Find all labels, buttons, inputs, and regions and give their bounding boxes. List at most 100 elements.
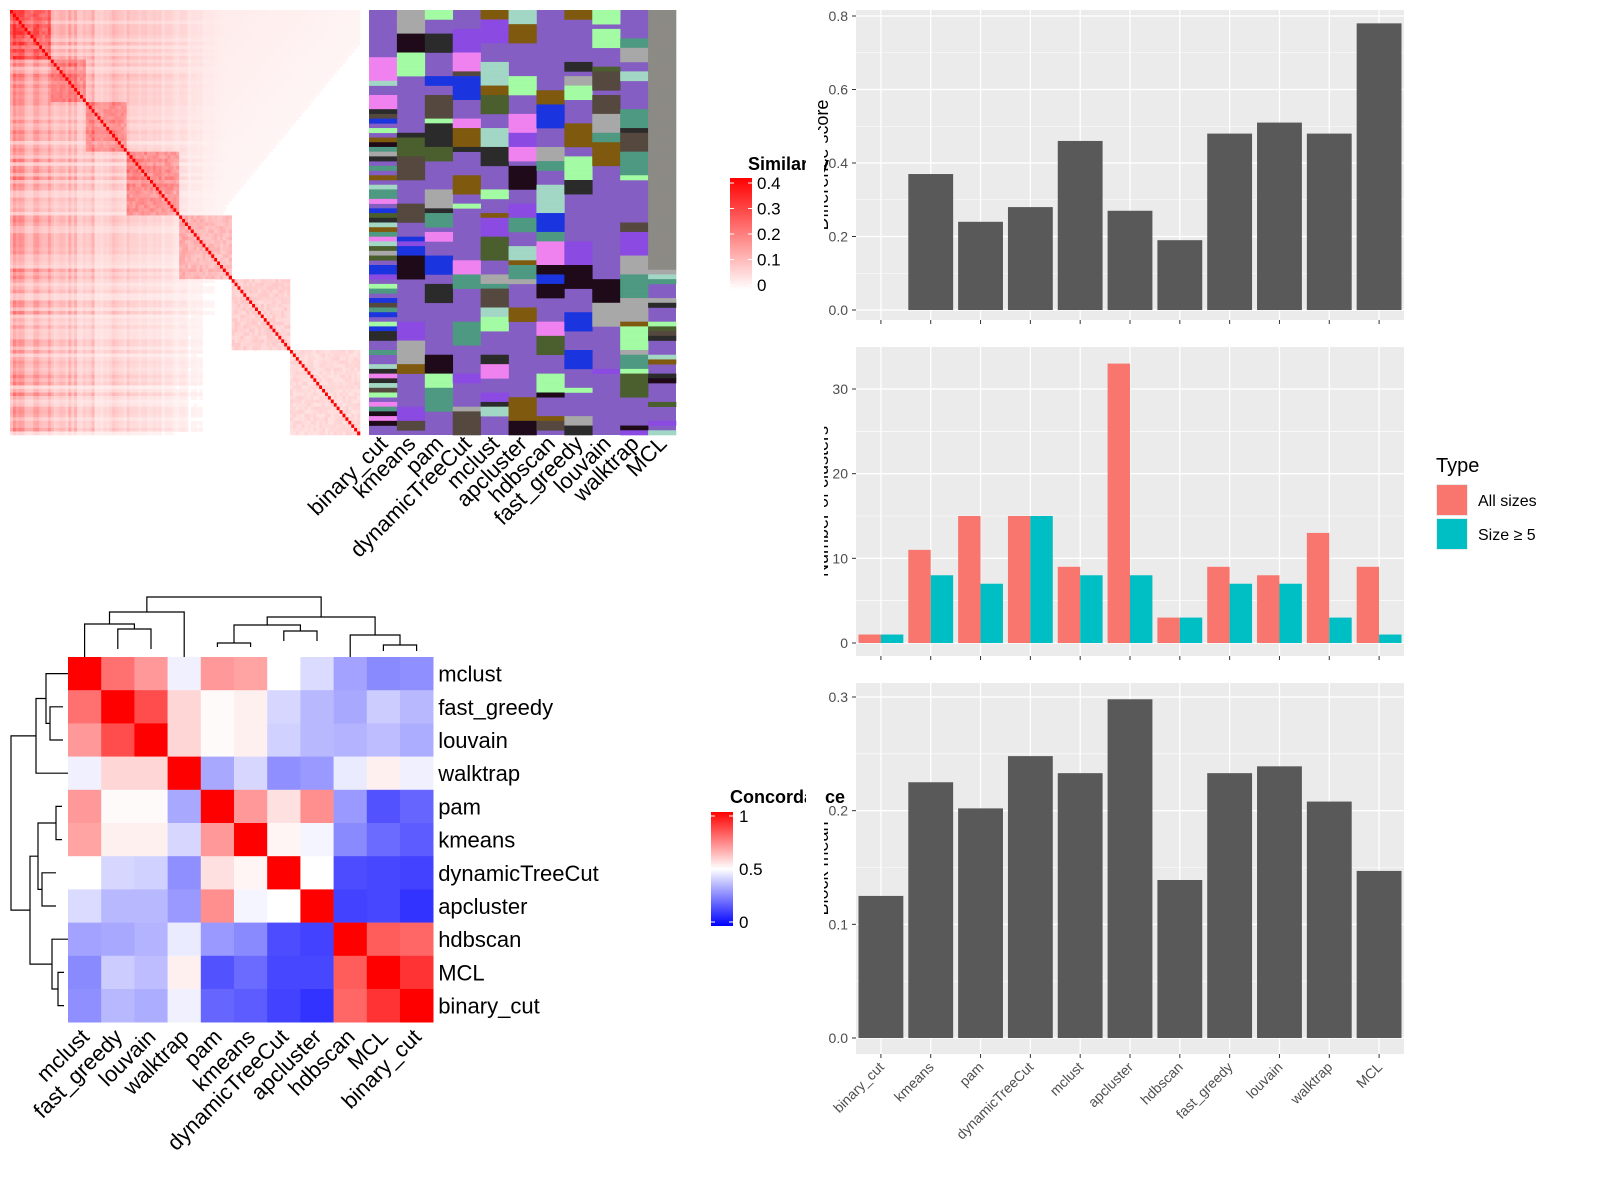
similarity-cell [18,80,22,85]
similarity-cell [126,34,130,39]
similarity-cell [85,87,90,92]
similarity-cell [263,155,267,160]
similarity-cell [176,52,180,57]
similarity-cell [117,102,122,106]
similarity-cell [243,144,247,149]
similarity-cell [85,169,90,174]
similarity-cell [71,38,75,43]
similarity-cell [252,13,256,18]
similarity-cell [295,17,300,21]
similarity-cell [36,10,40,14]
similarity-cell [249,20,253,25]
similarity-cell [240,137,244,142]
similarity-cell [88,13,92,18]
similarity-cell [27,119,31,124]
similarity-cell [199,45,203,50]
similarity-cell [152,13,157,18]
similarity-cell [97,31,101,36]
similarity-cell [144,144,148,149]
similarity-cell [190,95,195,99]
similarity-cell [187,34,192,39]
similarity-cell [357,20,361,25]
similarity-cell [77,80,81,85]
similarity-cell [47,105,52,110]
similarity-cell [71,70,75,75]
similarity-cell [272,130,276,135]
similarity-cell [225,109,230,114]
similarity-cell [257,95,262,99]
similarity-cell [30,144,34,149]
similarity-cell [190,80,195,85]
similarity-cell [170,70,174,75]
similarity-cell [33,59,37,64]
similarity-cell [330,48,335,53]
similarity-cell [275,48,279,53]
similarity-cell [117,91,122,96]
similarity-cell [228,162,232,167]
similarity-cell [278,34,282,39]
similarity-cell [193,148,197,152]
similarity-cell [290,45,294,50]
similarity-cell [217,80,221,85]
similarity-cell [319,13,323,18]
similarity-cell [237,151,241,156]
similarity-cell [205,148,209,152]
similarity-cell [80,105,84,110]
similarity-cell [132,13,136,18]
similarity-cell [217,119,221,124]
similarity-cell [106,112,110,117]
similarity-cell [88,20,92,25]
similarity-cell [281,63,285,67]
similarity-cell [196,172,200,177]
similarity-cell [68,59,72,64]
similarity-cell [234,158,238,163]
similarity-cell [135,56,139,60]
similarity-cell [144,109,148,114]
similarity-cell [141,41,145,46]
similarity-cell [182,130,186,135]
similarity-cell [217,77,221,82]
similarity-cell [68,151,72,156]
similarity-cell [301,84,305,89]
similarity-cell [135,13,139,18]
similarity-cell [10,41,14,46]
similarity-cell [56,91,60,96]
similarity-cell [150,91,154,96]
similarity-cell [141,165,145,170]
similarity-cell [217,141,221,145]
similarity-cell [290,87,294,92]
similarity-cell [123,20,127,25]
similarity-cell [85,126,90,131]
similarity-cell [109,91,113,96]
similarity-cell [339,17,343,21]
similarity-cell [266,63,270,67]
similarity-cell [65,80,69,85]
similarity-cell [155,165,160,170]
similarity-cell [243,148,247,152]
similarity-cell [193,66,197,71]
similarity-cell [74,123,78,128]
similarity-cell [295,13,300,18]
similarity-cell [126,116,130,121]
similarity-cell [246,77,250,82]
similarity-cell [205,59,209,64]
similarity-cell [129,73,133,78]
similarity-cell [222,48,227,53]
similarity-cell [147,137,151,142]
similarity-cell [82,38,87,43]
similarity-cell [272,45,276,50]
similarity-cell [33,73,37,78]
similarity-cell [65,41,69,46]
similarity-cell [50,17,55,21]
similarity-cell [176,77,180,82]
similarity-cell [21,148,25,152]
similarity-cell [106,172,110,177]
similarity-cell [135,141,139,145]
similarity-cell [330,66,335,71]
similarity-cell [187,56,192,60]
similarity-cell [42,133,46,138]
similarity-cell [65,105,69,110]
similarity-cell [263,10,267,14]
similarity-cell [193,105,197,110]
similarity-cell [88,63,92,67]
